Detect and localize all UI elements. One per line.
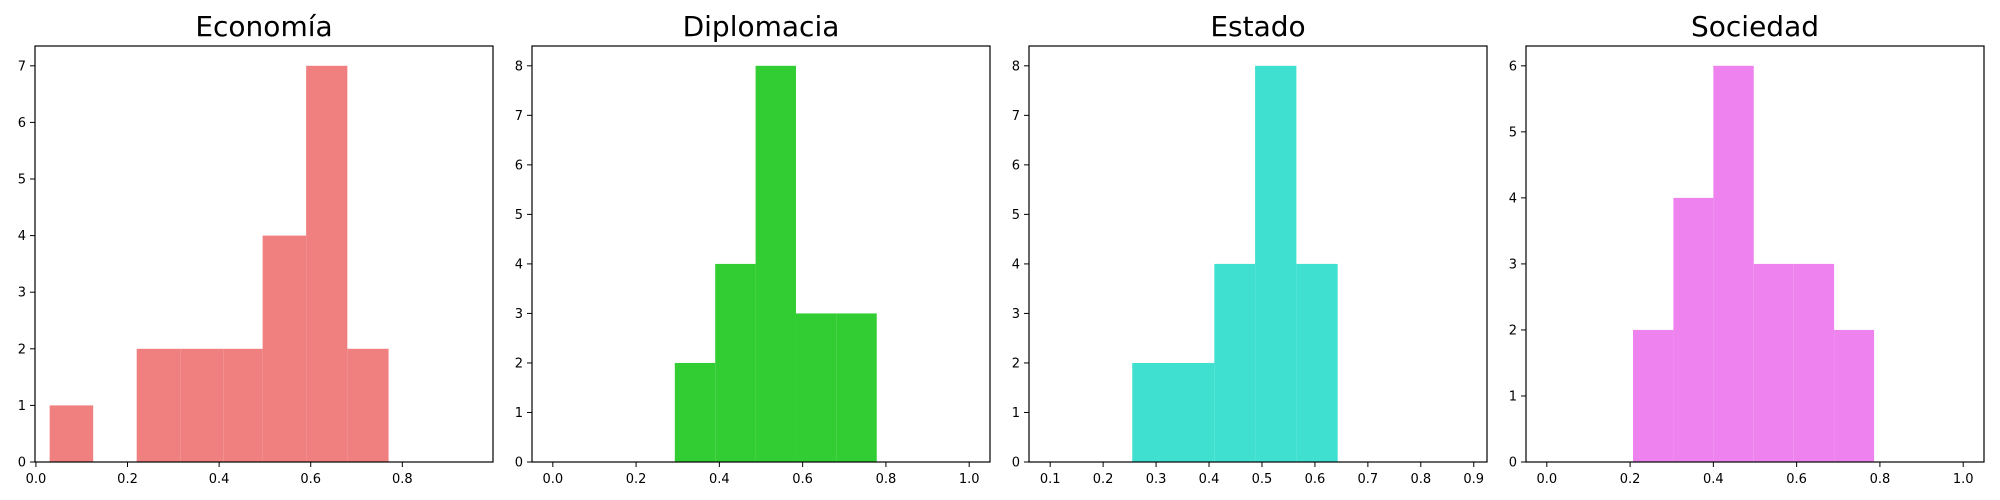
x-tick-label: 0.5 [1252, 472, 1273, 487]
histogram-bar [836, 313, 877, 462]
y-tick-label: 6 [515, 158, 523, 173]
y-tick-label: 4 [515, 257, 523, 272]
x-tick-label: 0.6 [1305, 472, 1326, 487]
x-tick-label: 0.2 [1620, 472, 1641, 487]
y-tick-label: 6 [18, 116, 26, 131]
panel-economia: Economía 0.0 0.2 0.4 0.6 0.8 0 1 2 3 4 5 6 7 [18, 10, 494, 487]
axes-frame [531, 45, 991, 463]
x-tick-label: 0.4 [209, 472, 230, 487]
x-tick-label: 0.7 [1358, 472, 1379, 487]
y-tick-label: 0 [18, 456, 26, 471]
y-tick-label: 2 [1012, 356, 1020, 371]
panel-title: Estado [1210, 10, 1305, 43]
y-tick-label: 3 [1012, 307, 1020, 322]
histogram-bar [674, 362, 716, 462]
x-tick-label: 0.1 [1040, 472, 1061, 487]
y-tick-label: 2 [515, 356, 523, 371]
y-tick-label: 2 [18, 342, 26, 357]
histogram-bar [1793, 263, 1835, 462]
histogram-bar [306, 65, 348, 463]
y-tick-label: 8 [515, 59, 523, 74]
panel-estado: Estado 0.1 0.2 0.3 0.4 0.5 0.6 0.7 0.8 0.9 0 1 2 3 4 5… [1012, 10, 1488, 487]
x-tick-label: 0.6 [300, 472, 321, 487]
histogram-bar [1713, 65, 1754, 463]
histogram-bar [755, 65, 796, 463]
x-tick-label: 0.2 [1093, 472, 1114, 487]
histogram-bar [1673, 197, 1714, 462]
y-tick-label: 6 [1509, 59, 1517, 74]
x-tick-label: 0.2 [117, 472, 138, 487]
panel-title: Diplomacia [683, 10, 840, 43]
y-tick-label: 7 [515, 109, 523, 124]
x-tick-label: 0.4 [1199, 472, 1220, 487]
y-tick-label: 5 [1509, 125, 1517, 140]
y-tick-label: 6 [1012, 158, 1020, 173]
y-tick-label: 0 [1509, 456, 1517, 471]
x-tick-label: 0.8 [392, 472, 413, 487]
histogram-bar [136, 348, 181, 462]
y-tick-label: 4 [1012, 257, 1020, 272]
y-tick-label: 3 [1509, 257, 1517, 272]
y-tick-label: 1 [515, 406, 523, 421]
axes-frame [34, 45, 494, 463]
histogram-bar [715, 263, 756, 462]
x-tick-label: 0.4 [1703, 472, 1724, 487]
panel-title: Economía [195, 10, 332, 43]
y-tick-label: 1 [18, 399, 26, 414]
y-tick-label: 7 [1012, 109, 1020, 124]
x-tick-label: 0.0 [1536, 472, 1557, 487]
y-tick-label: 0 [515, 456, 523, 471]
x-tick-label: 0.8 [1410, 472, 1431, 487]
x-tick-label: 0.9 [1463, 472, 1484, 487]
x-tick-label: 0.6 [1786, 472, 1807, 487]
y-tick-label: 2 [1509, 323, 1517, 338]
y-tick-label: 0 [1012, 456, 1020, 471]
x-tick-label: 0.0 [26, 472, 47, 487]
axes-frame [1525, 45, 1985, 463]
x-tick-label: 0.4 [709, 472, 730, 487]
histogram-bar [1214, 263, 1256, 462]
panel-title: Sociedad [1691, 10, 1819, 43]
histogram-bar [347, 348, 389, 462]
histogram-bar [49, 405, 94, 462]
x-tick-label: 0.8 [1870, 472, 1891, 487]
y-tick-label: 5 [18, 173, 26, 188]
panel-sociedad: Sociedad 0.0 0.2 0.4 0.6 0.8 1.0 0 1 2 3 4 5 6 [1509, 10, 1985, 487]
y-tick-label: 5 [1012, 208, 1020, 223]
x-tick-label: 0.8 [876, 472, 897, 487]
x-tick-label: 1.0 [1953, 472, 1974, 487]
y-tick-label: 7 [18, 59, 26, 74]
histogram-bar [223, 348, 263, 462]
x-tick-label: 0.2 [626, 472, 647, 487]
y-tick-label: 1 [1012, 406, 1020, 421]
y-tick-label: 4 [1509, 191, 1517, 206]
y-tick-label: 1 [1509, 389, 1517, 404]
histogram-bar [262, 235, 307, 462]
y-tick-label: 3 [515, 307, 523, 322]
histogram-bar [1255, 65, 1297, 463]
panel-diplomacia: Diplomacia 0.0 0.2 0.4 0.6 0.8 1.0 0 1 2 3 4 5 6 7 8 [515, 10, 991, 487]
histogram-bar [180, 348, 224, 462]
histogram-bar [1173, 362, 1215, 462]
histogram-bar [1132, 362, 1174, 462]
x-tick-label: 0.6 [792, 472, 813, 487]
y-tick-label: 8 [1012, 59, 1020, 74]
histogram-bar [1296, 263, 1338, 462]
axes-frame [1028, 45, 1488, 463]
y-tick-label: 3 [18, 286, 26, 301]
x-tick-label: 1.0 [959, 472, 980, 487]
y-tick-label: 5 [515, 208, 523, 223]
x-tick-label: 0.3 [1146, 472, 1167, 487]
histogram-bar [1834, 329, 1875, 462]
y-tick-label: 4 [18, 229, 26, 244]
histogram-bar [1753, 263, 1794, 462]
x-tick-label: 0.0 [542, 472, 563, 487]
histogram-bar [1633, 329, 1674, 462]
histogram-bar [795, 313, 837, 462]
